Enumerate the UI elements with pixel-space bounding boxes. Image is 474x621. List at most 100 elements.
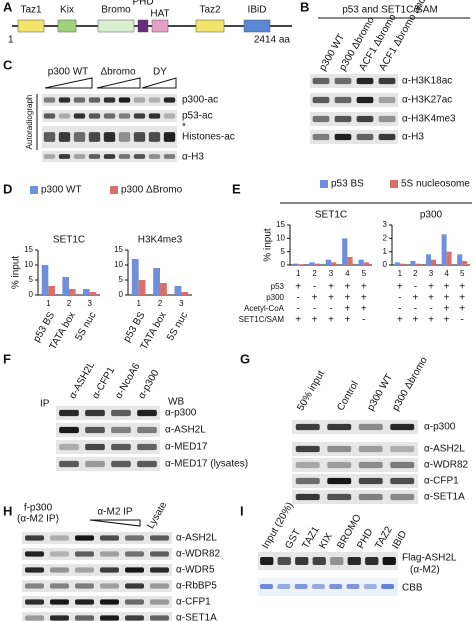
blot-band <box>85 460 105 468</box>
legend-swatch <box>320 180 328 188</box>
panel-letter: E <box>232 181 241 196</box>
blot-band <box>118 97 131 103</box>
blot-band <box>378 96 396 104</box>
blot-band <box>378 133 396 141</box>
blot-band <box>312 557 326 565</box>
blot-band <box>25 535 44 541</box>
domain-label: Kix <box>60 5 74 16</box>
column-label: (α-M2 IP) <box>17 514 59 525</box>
condition-sign: - <box>313 304 316 315</box>
bar <box>131 259 139 295</box>
blot-band <box>75 615 94 621</box>
blot-band <box>75 567 94 573</box>
blot-band <box>25 599 44 605</box>
blot-band <box>88 113 101 119</box>
sequence-end: 2414 aa <box>254 35 291 46</box>
lane-label: KIX <box>317 531 335 551</box>
blot-band <box>103 113 116 119</box>
legend-label: 5S nucleosome <box>401 179 470 190</box>
condition-sign: - <box>398 293 401 304</box>
bar <box>83 289 90 295</box>
lane-number: 2 <box>413 269 418 278</box>
bar <box>399 263 405 265</box>
bar <box>363 262 370 265</box>
lane-number: 3 <box>329 269 334 278</box>
gradient-triangle <box>89 519 141 527</box>
condition-sign: + <box>312 293 318 304</box>
blot-band <box>59 460 79 468</box>
gel-band <box>277 584 291 589</box>
lane-number: 1 <box>46 299 51 308</box>
gel-band <box>363 584 377 589</box>
blot-band <box>103 132 116 142</box>
group-label: Δbromo <box>100 67 135 78</box>
blot <box>56 457 160 471</box>
y-tick-label: 0 <box>29 290 34 299</box>
blot-band <box>358 445 383 453</box>
blot <box>310 74 398 88</box>
blot-band <box>111 409 131 417</box>
blot-band <box>133 97 146 103</box>
blot-band <box>73 154 86 159</box>
column-label: Lysate <box>145 500 169 531</box>
blot-band <box>137 443 157 451</box>
y-axis-label: % input <box>263 228 274 262</box>
bar <box>342 238 348 265</box>
blot-band <box>50 567 69 573</box>
bar <box>331 262 337 265</box>
blot-band <box>100 583 119 589</box>
lane-number: 1 <box>136 299 141 308</box>
blot-band <box>118 132 131 142</box>
y-tick-label: 15 <box>24 245 33 254</box>
blot-band <box>100 615 119 621</box>
bar <box>309 262 315 265</box>
blot-band <box>59 443 79 451</box>
blot-band <box>327 423 352 431</box>
legend-label: p53 BS <box>331 179 364 190</box>
x-tick-label: 5S nuc <box>165 310 190 342</box>
blot-band <box>327 493 352 501</box>
panel-letter: D <box>3 181 12 196</box>
blot-band <box>148 97 161 103</box>
lane-number: 4 <box>444 269 449 278</box>
blot-band <box>58 113 71 119</box>
blot-band <box>43 97 56 103</box>
blot-band <box>356 133 374 141</box>
condition-sign: - <box>414 282 417 293</box>
condition-label: p53 <box>271 282 285 291</box>
blot-band <box>100 535 119 541</box>
y-tick-label: 10 <box>114 260 123 269</box>
lane-label: 50% input <box>295 369 327 413</box>
blot-band <box>73 113 86 119</box>
condition-sign: - <box>414 304 417 315</box>
condition-sign: + <box>428 282 434 293</box>
row-label: α-H3K18ac <box>402 76 452 87</box>
bar <box>457 254 463 265</box>
blot-band <box>390 445 415 453</box>
blot <box>56 440 160 454</box>
domain-box <box>17 19 45 33</box>
condition-label: SET1C/SAM <box>239 315 285 324</box>
blot-band <box>148 132 161 142</box>
blot-band <box>59 426 79 434</box>
y-tick-label: 2 <box>383 233 388 242</box>
condition-sign: + <box>444 315 450 326</box>
side-label: Autoradiograph <box>25 95 34 150</box>
row-label: α-H3K4me3 <box>402 114 456 125</box>
y-tick-label: 5 <box>281 247 286 256</box>
lane-label: GST <box>283 528 303 551</box>
blot <box>310 130 398 144</box>
blot-band <box>295 445 320 453</box>
lane-number: 2 <box>158 299 163 308</box>
blot-band <box>111 443 131 451</box>
lane-number: 1 <box>296 269 301 278</box>
condition-sign: - <box>313 282 316 293</box>
blot-band <box>125 583 144 589</box>
domain-label: Taz1 <box>20 5 42 16</box>
blot-band <box>125 551 144 557</box>
condition-sign: - <box>297 304 300 315</box>
blot <box>292 458 418 472</box>
row-label: p53-ac <box>182 111 213 122</box>
blot-band <box>85 443 105 451</box>
condition-sign: + <box>328 315 334 326</box>
